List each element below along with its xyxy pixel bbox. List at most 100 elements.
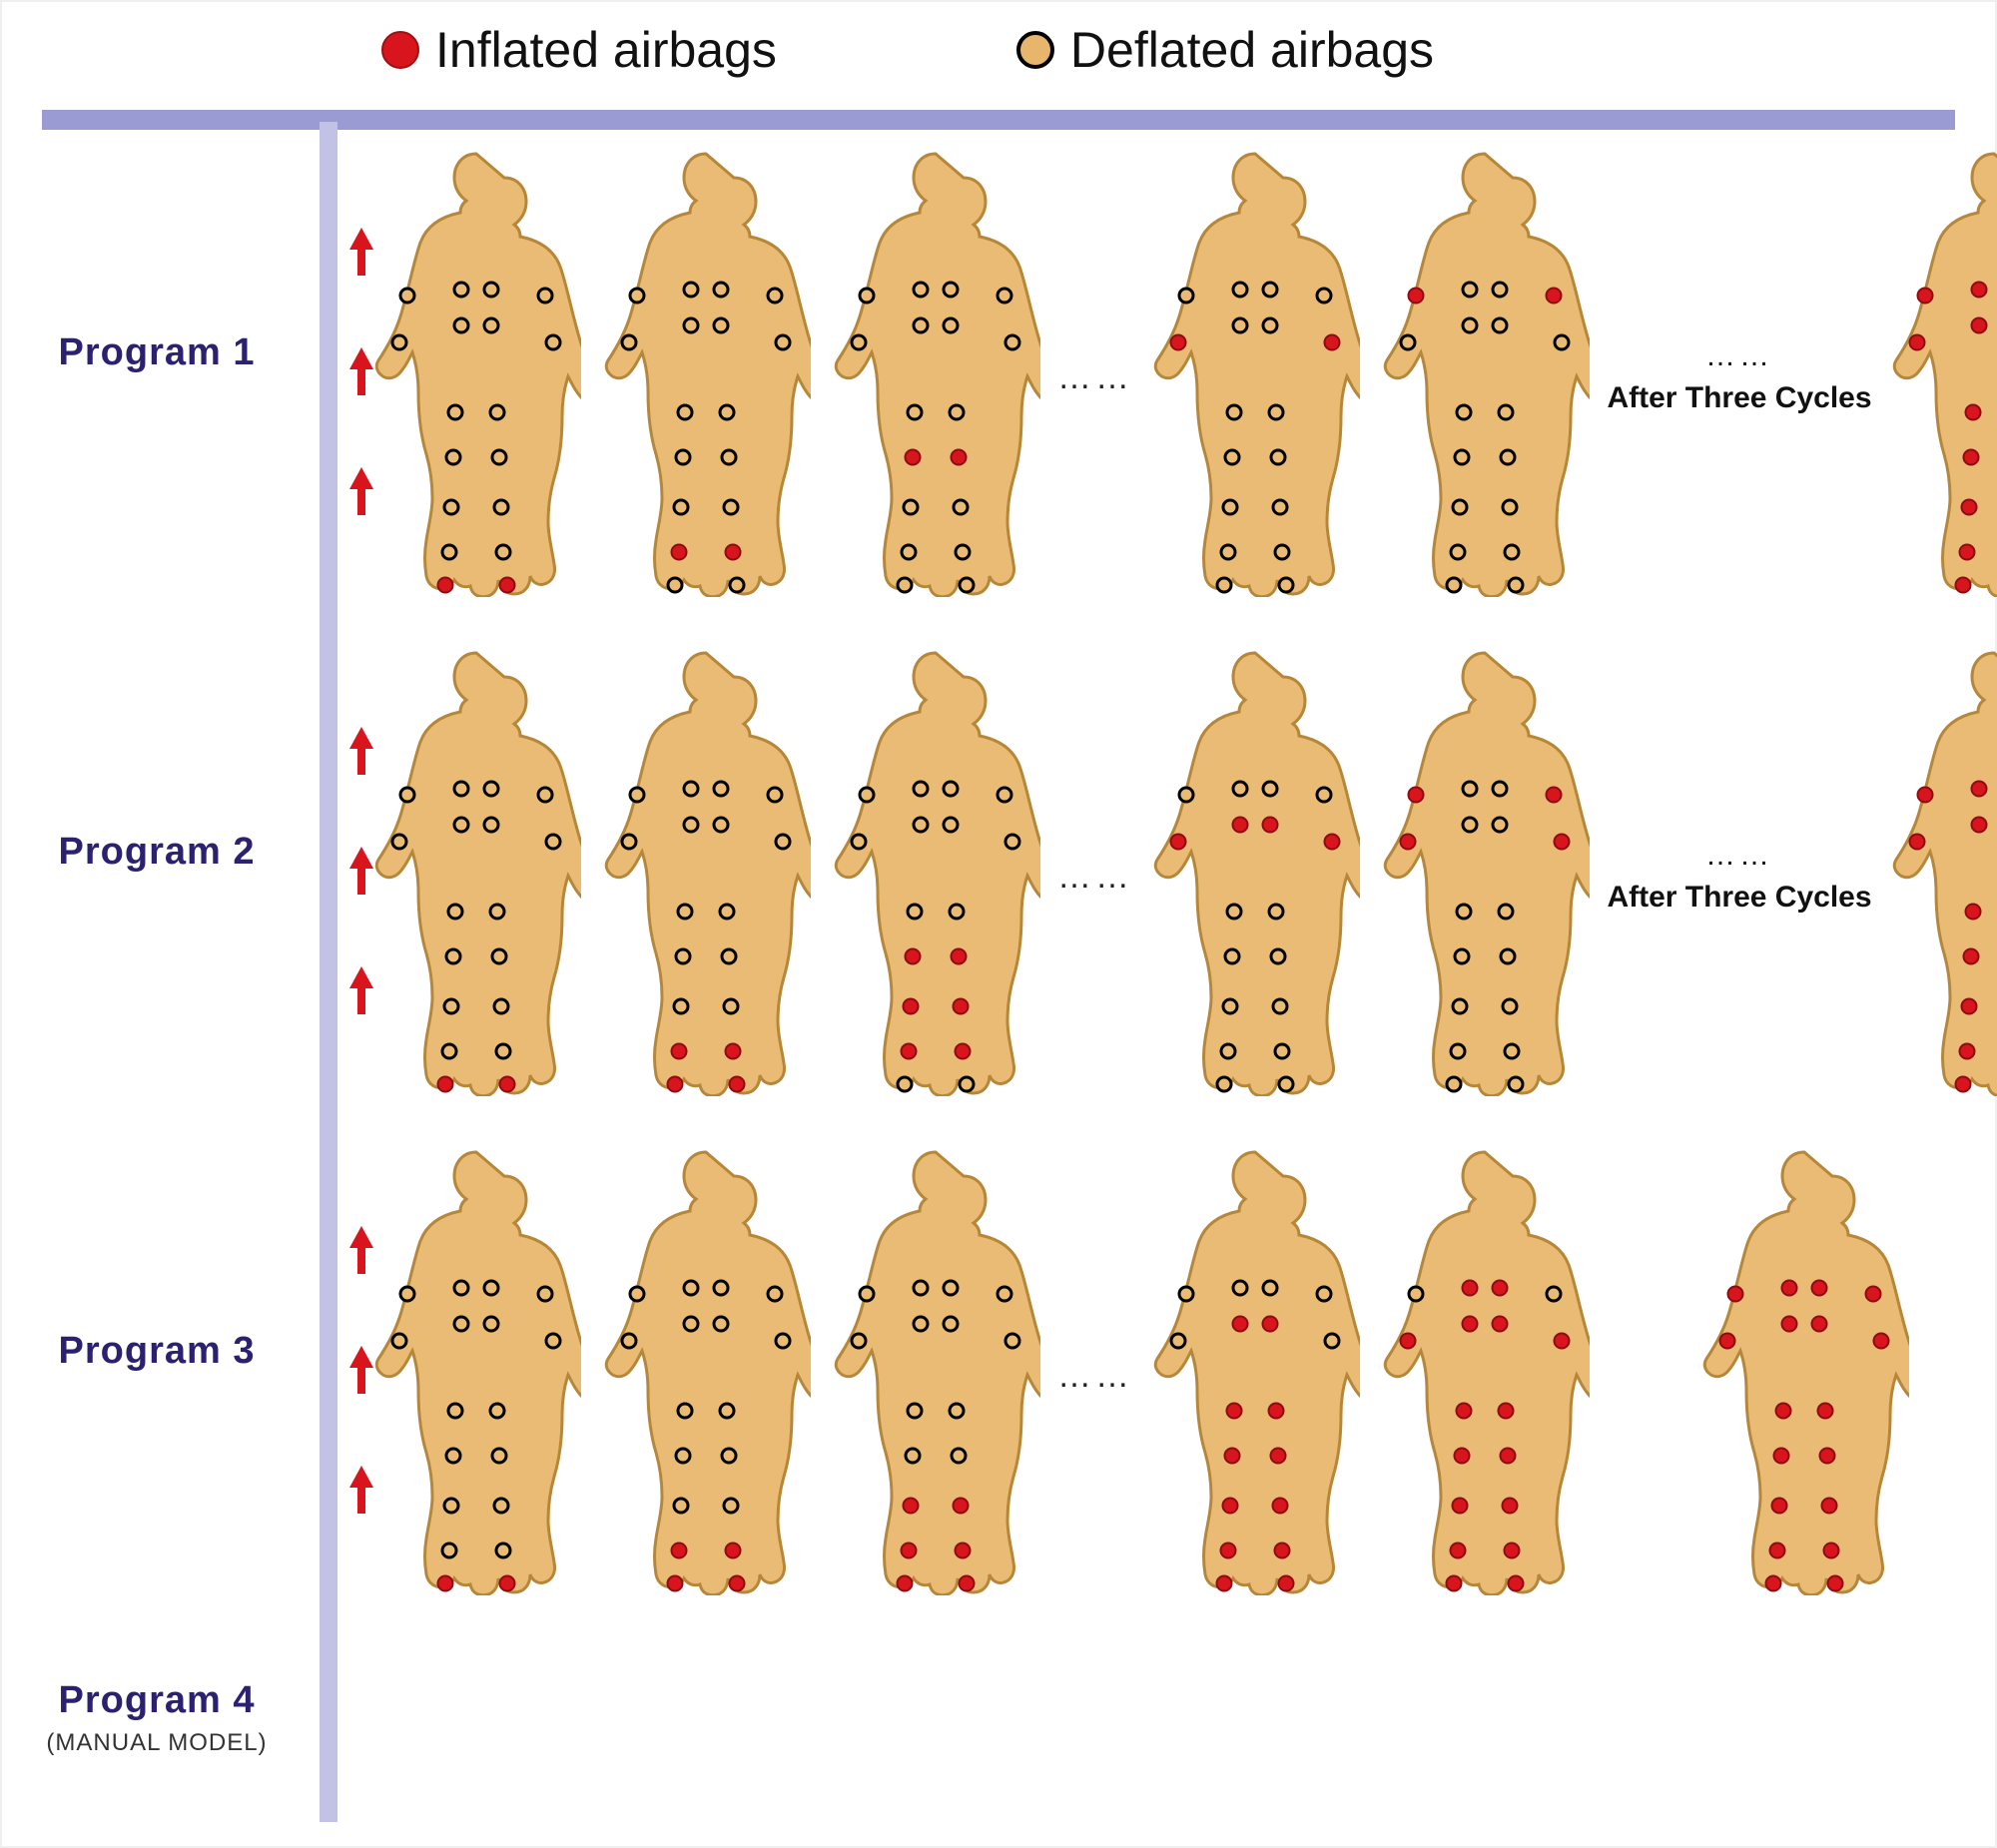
deflated-airbag-thigh_R	[1268, 404, 1285, 421]
body-figure	[591, 1146, 821, 1605]
deflated-airbag-upper_arm_R	[1316, 1286, 1333, 1303]
deflated-airbag-foot_L	[897, 577, 914, 594]
deflated-airbag-chest_R	[483, 282, 500, 299]
deflated-airbag-thigh_L	[447, 904, 464, 921]
inflated-airbag-upper_arm_L	[1408, 787, 1425, 804]
inflated-airbag-foot_L	[1955, 577, 1972, 594]
deflated-airbag-thigh_L	[677, 1403, 694, 1420]
deflated-airbag-chest_R	[943, 781, 960, 798]
deflated-airbag-foot_L	[1216, 577, 1233, 594]
deflated-airbag-abdomen_R	[483, 817, 500, 834]
deflated-airbag-abdomen_L	[1462, 317, 1479, 334]
deflated-airbag-knee_L	[445, 1448, 462, 1465]
deflated-airbag-chest_R	[943, 282, 960, 299]
deflated-airbag-knee_R	[491, 449, 508, 466]
inflated-airbag-shin_R	[1272, 1498, 1289, 1515]
deflated-airbag-ankle_R	[1504, 544, 1521, 561]
ellipsis-separator: ……	[1050, 858, 1140, 897]
deflated-airbag-ankle_R	[495, 1043, 512, 1060]
inflated-airbag-ankle_L	[1450, 1542, 1467, 1559]
body-figure	[1879, 647, 1997, 1106]
inflated-airbag-foot_L	[897, 1575, 914, 1592]
deflated-airbag-abdomen_L	[1232, 317, 1249, 334]
deflated-airbag-knee_R	[491, 948, 508, 965]
inflated-airbag-abdomen_R	[1262, 817, 1279, 834]
inflated-airbag-forearm_R	[1873, 1333, 1890, 1350]
inflated-airbag-foot_R	[499, 577, 516, 594]
deflated-airbag-abdomen_L	[913, 817, 930, 834]
body-figure	[821, 1146, 1050, 1605]
inflated-airbag-chest_L	[1971, 282, 1988, 299]
deflated-airbag-abdomen_R	[1492, 317, 1509, 334]
deflated-airbag-abdomen_R	[483, 317, 500, 334]
inflated-airbag-knee_R	[951, 948, 968, 965]
inflated-airbag-shin_L	[1222, 1498, 1239, 1515]
inflated-airbag-ankle_R	[955, 1542, 972, 1559]
deflated-airbag-chest_R	[1492, 282, 1509, 299]
inflated-airbag-upper_arm_R	[1546, 787, 1563, 804]
inflated-airbag-knee_L	[1224, 1448, 1241, 1465]
deflated-airbag-knee_R	[1270, 449, 1287, 466]
inflated-airbag-upper_arm_L	[1917, 288, 1934, 305]
deflated-airbag-ankle_L	[1220, 1043, 1237, 1060]
human-silhouette-icon	[371, 647, 581, 1096]
deflated-airbag-ankle_L	[1450, 1043, 1467, 1060]
deflated-airbag-thigh_R	[489, 904, 506, 921]
inflated-airbag-abdomen_L	[1971, 817, 1988, 834]
ellipsis-separator: ……	[1050, 1357, 1140, 1396]
deflated-airbag-shin_R	[493, 998, 510, 1015]
deflated-airbag-foot_R	[959, 577, 976, 594]
human-silhouette-icon	[1380, 1146, 1590, 1595]
deflated-airbag-chest_R	[1492, 781, 1509, 798]
inflated-airbag-ankle_L	[671, 544, 688, 561]
deflated-airbag-upper_arm_L	[1178, 288, 1195, 305]
deflated-airbag-knee_L	[1224, 948, 1241, 965]
inflated-airbag-shin_R	[1821, 1498, 1838, 1515]
deflated-airbag-thigh_R	[489, 404, 506, 421]
deflated-airbag-abdomen_L	[453, 317, 470, 334]
row-program1: …………After Three Cycles	[361, 148, 1975, 607]
deflated-airbag-knee_R	[721, 948, 738, 965]
deflated-airbag-thigh_L	[677, 404, 694, 421]
human-silhouette-icon	[1150, 1146, 1360, 1595]
row-program2: …… ……After Three Cycles	[361, 647, 1975, 1106]
inflated-airbag-foot_R	[1278, 1575, 1295, 1592]
inflated-airbag-foot_L	[667, 1076, 684, 1093]
deflated-airbag-shin_R	[953, 499, 970, 516]
legend-deflated: Deflated airbags	[1016, 21, 1434, 79]
page: Inflated airbags Deflated airbags Progra…	[0, 0, 1997, 1848]
deflated-airbag-forearm_R	[1004, 1333, 1021, 1350]
deflated-airbag-forearm_R	[775, 334, 792, 351]
deflated-airbag-shin_L	[1222, 499, 1239, 516]
deflated-airbag-forearm_R	[1554, 334, 1571, 351]
deflated-airbag-foot_R	[1278, 577, 1295, 594]
deflated-airbag-upper_arm_L	[859, 288, 876, 305]
deflated-airbag-upper_arm_R	[997, 288, 1013, 305]
deflated-airbag-shin_L	[443, 499, 460, 516]
deflated-airbag-thigh_R	[719, 404, 736, 421]
deflated-airbag-upper_arm_R	[997, 1286, 1013, 1303]
deflated-airbag-chest_L	[1462, 282, 1479, 299]
inflated-airbag-thigh_R	[1817, 1403, 1834, 1420]
after-three-cycles-label: ……After Three Cycles	[1600, 838, 1879, 916]
inflated-airbag-forearm_L	[1909, 334, 1926, 351]
deflated-airbag-forearm_R	[1324, 1333, 1341, 1350]
deflated-airbag-chest_L	[913, 1280, 930, 1297]
deflated-airbag-ankle_L	[1450, 544, 1467, 561]
inflated-airbag-ankle_R	[955, 1043, 972, 1060]
body-figure	[821, 148, 1050, 607]
label-program1: Program 1	[2, 331, 312, 374]
deflated-airbag-abdomen_R	[943, 317, 960, 334]
inflated-airbag-ankle_L	[1769, 1542, 1786, 1559]
deflated-airbag-forearm_L	[851, 1333, 868, 1350]
deflated-airbag-knee_L	[675, 948, 692, 965]
inflated-airbag-forearm_R	[1324, 334, 1341, 351]
label-program2: Program 2	[2, 831, 312, 874]
inflated-airbag-knee_R	[1819, 1448, 1836, 1465]
deflated-airbag-forearm_R	[545, 1333, 562, 1350]
deflated-airbag-chest_R	[713, 1280, 730, 1297]
inflated-airbag-thigh_L	[1965, 904, 1982, 921]
body-figure	[591, 148, 821, 607]
deflated-airbag-forearm_L	[391, 834, 408, 851]
deflated-airbag-forearm_L	[851, 334, 868, 351]
